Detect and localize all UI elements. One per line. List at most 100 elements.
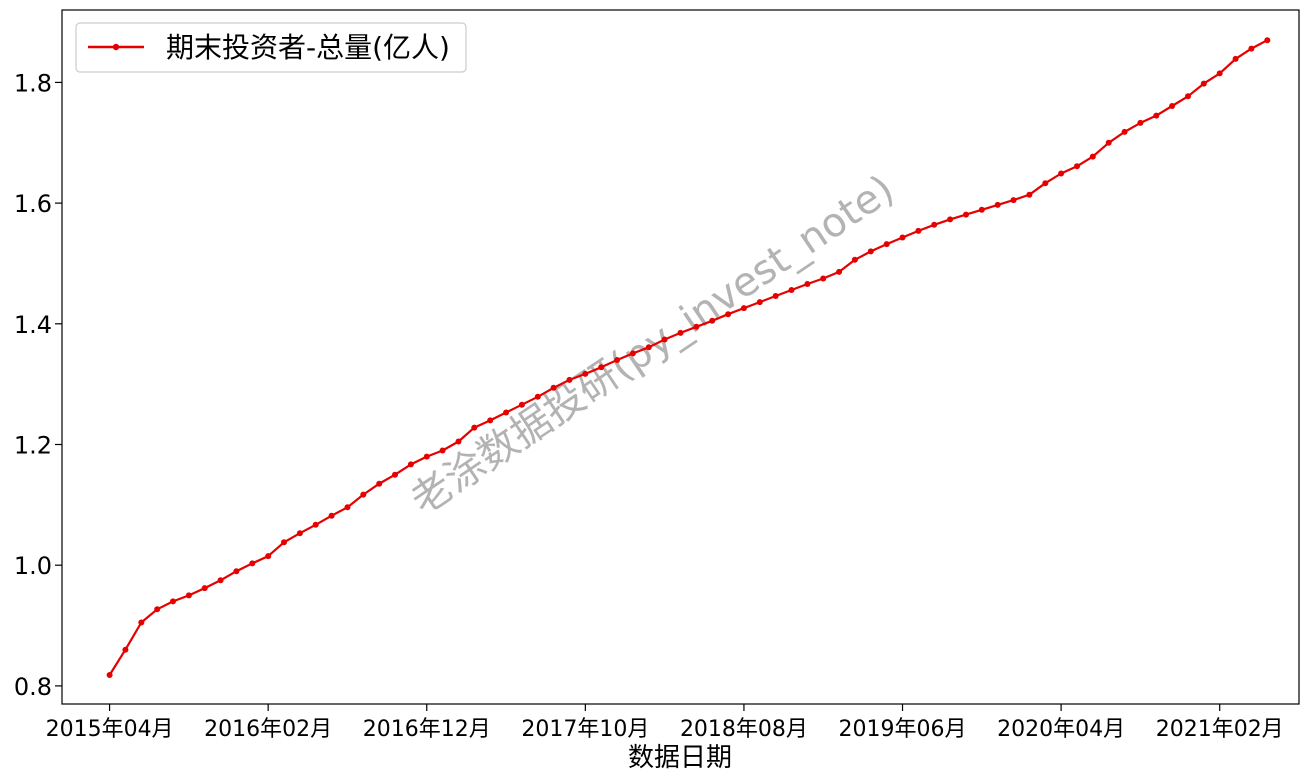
y-axis: 0.8 1.0 1.2 1.4 1.6 1.8 [14, 69, 62, 701]
data-point [217, 577, 224, 584]
data-point [1042, 180, 1049, 187]
x-axis-title: 数据日期 [628, 743, 732, 773]
x-tick-label: 2018年08月 [680, 717, 808, 742]
data-point [1074, 163, 1080, 170]
data-point [1216, 70, 1223, 77]
data-point [328, 512, 335, 519]
data-point [645, 344, 652, 351]
data-point [455, 438, 462, 445]
data-point [629, 350, 636, 357]
y-tick-label: 1.4 [14, 311, 52, 339]
x-tick-label: 2019年06月 [839, 717, 967, 742]
y-tick-label: 1.6 [14, 190, 52, 218]
data-point [836, 268, 843, 275]
data-point [344, 504, 351, 511]
data-point [1185, 93, 1191, 100]
data-point [756, 299, 763, 306]
data-point [883, 241, 890, 248]
x-tick-label: 2015年04月 [46, 717, 174, 742]
data-point [1089, 153, 1096, 160]
data-point [851, 256, 858, 263]
data-point [185, 592, 192, 599]
data-point [423, 453, 430, 460]
data-point [931, 221, 938, 228]
data-point [249, 560, 256, 567]
x-tick-label: 2020年04月 [997, 717, 1125, 742]
data-point [360, 491, 367, 498]
data-point [566, 376, 573, 383]
x-axis: 2015年04月 2016年02月 2016年12月 2017年10月 2018年08月… [46, 704, 1284, 742]
data-point [265, 553, 272, 560]
data-point [820, 275, 827, 282]
data-point [1105, 139, 1112, 146]
data-point [106, 672, 113, 678]
data-point [709, 317, 716, 324]
x-tick-label: 2016年12月 [363, 717, 491, 742]
data-point [677, 329, 684, 336]
legend-marker-sample [112, 43, 120, 51]
y-tick-label: 0.8 [14, 673, 52, 701]
data-point [598, 364, 605, 371]
data-point [201, 585, 208, 592]
data-point [503, 409, 510, 416]
y-tick-label: 1.8 [14, 69, 52, 97]
data-point [867, 248, 874, 255]
x-tick-label: 2016年02月 [204, 717, 332, 742]
data-point [376, 480, 383, 487]
data-point [281, 539, 287, 546]
series-layer [106, 37, 1271, 678]
data-point [963, 211, 969, 218]
data-point [1169, 103, 1176, 109]
data-point [772, 293, 779, 299]
data-point [788, 287, 795, 293]
data-point [1010, 197, 1017, 204]
data-point [1121, 128, 1128, 135]
data-point [725, 311, 732, 318]
y-tick-label: 1.0 [14, 552, 52, 580]
data-point [899, 234, 906, 241]
data-point [407, 461, 414, 468]
legend-box [75, 22, 467, 73]
data-point [233, 568, 240, 575]
data-point [1153, 112, 1160, 119]
data-point [1264, 37, 1271, 44]
data-point [915, 227, 922, 234]
data-point [518, 401, 525, 408]
legend-entry-label: 期末投资者-总量(亿人) [166, 31, 450, 64]
data-point [1248, 45, 1255, 52]
data-point [138, 619, 145, 626]
data-point [614, 357, 621, 363]
x-tick-label: 2017年10月 [521, 717, 649, 742]
data-point [661, 336, 668, 343]
series-line [108, 39, 1268, 676]
data-point [740, 305, 747, 312]
y-tick-label: 1.2 [14, 432, 52, 460]
data-point [170, 598, 176, 605]
data-point [1232, 55, 1239, 62]
data-point [947, 216, 954, 223]
data-point [582, 370, 589, 377]
data-point [312, 521, 319, 528]
data-point [487, 417, 494, 424]
data-point [471, 424, 478, 431]
data-point [550, 384, 557, 391]
data-point [534, 393, 541, 400]
data-point [994, 201, 1001, 208]
x-tick-label: 2021年02月 [1156, 717, 1284, 742]
plot-frame [61, 9, 1300, 705]
data-point [392, 471, 398, 478]
data-point [1137, 119, 1144, 126]
data-point [804, 281, 811, 287]
data-point [122, 646, 129, 653]
legend: 期末投资者-总量(亿人) [75, 22, 467, 73]
data-point [1058, 170, 1065, 177]
data-point [1026, 191, 1033, 198]
data-point [693, 323, 700, 330]
data-point [1200, 80, 1207, 87]
data-point [154, 606, 161, 613]
data-point [439, 447, 446, 454]
data-point [296, 530, 303, 537]
data-point [978, 206, 985, 213]
